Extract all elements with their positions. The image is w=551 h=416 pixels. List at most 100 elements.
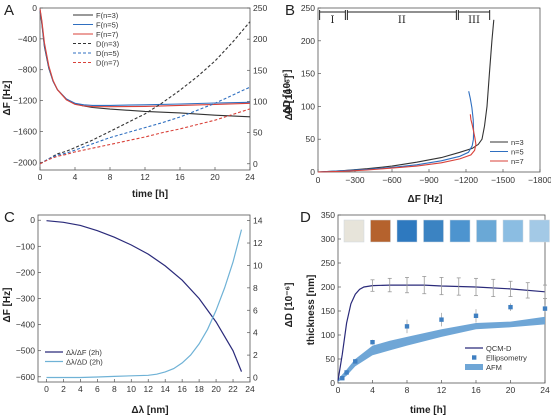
panel-a-series-line	[39, 9, 251, 106]
panel-b-legend-label: n=5	[511, 148, 524, 157]
panel-c-xtick-label: 12	[144, 384, 154, 394]
panel-a-y2tick-label: 250	[253, 3, 267, 13]
panel-a-ytick-label: −800	[18, 65, 37, 75]
panel-b-series-line	[317, 114, 477, 173]
panel-a-ytick-label: −1600	[13, 126, 37, 136]
panel-d-legend-label: AFM	[486, 363, 502, 372]
panel-a-series-line	[39, 10, 251, 118]
panel-c-xtick-label: 16	[177, 384, 187, 394]
panel-a-xtick-label: 12	[140, 172, 150, 182]
panel-d-ytick-label: 100	[321, 330, 335, 340]
panel-a-series-line	[39, 8, 251, 108]
panel-b-xlabel: ΔF [Hz]	[408, 194, 443, 205]
panel-b-xtick-label: −900	[419, 175, 438, 185]
panel-b-ytick-label: 100	[301, 101, 315, 111]
panel-b-legend-label: n=7	[511, 157, 524, 166]
panel-c-ytick-label: −600	[16, 372, 35, 382]
panel-d-thumbnail	[502, 219, 524, 243]
panel-d-xtick-label: 12	[437, 385, 447, 395]
panel-b-xtick-label: −1500	[491, 175, 515, 185]
panel-c-xtick-label: 10	[127, 384, 137, 394]
panel-c-ytick-label: −200	[16, 267, 35, 277]
panel-b: B ΔF [Hz] ΔD [10⁻⁶] 0 −300 −600 −900 −1200 −1…	[282, 2, 551, 205]
panel-c-xtick-label: 14	[160, 384, 170, 394]
panel-a-xtick-label: 4	[73, 172, 78, 182]
panel-c-y2tick-label: 4	[253, 328, 258, 338]
panel-d-xtick-label: 24	[540, 385, 550, 395]
panel-letter-a: A	[4, 2, 14, 19]
panel-b-xtick-label: −300	[345, 175, 364, 185]
panel-d-thumbnail	[476, 219, 497, 243]
panel-d-ellipsometry-point	[439, 317, 444, 322]
panel-c-xtick-label: 0	[44, 384, 49, 394]
panel-a-legend-label: D(n=3)	[96, 40, 120, 49]
panel-d-xtick-label: 20	[506, 385, 516, 395]
panel-c-legend-label: Δλ/ΔD (2h)	[66, 358, 103, 367]
panel-c-xtick-label: 20	[211, 384, 221, 394]
panel-d-ytick-label: 0	[330, 378, 335, 388]
panel-a-xtick-label: 24	[245, 172, 255, 182]
panel-d-thumbnail	[370, 219, 391, 243]
panel-b-frame	[317, 7, 541, 173]
panel-d-thumbnail	[529, 219, 550, 243]
panel-c-y2tick-label: 10	[253, 260, 263, 270]
panel-d-xtick-label: 8	[405, 385, 410, 395]
panel-d-afm-band	[338, 316, 545, 382]
panel-c-y2tick-label: 12	[253, 238, 263, 248]
panel-letter-b: B	[285, 2, 295, 19]
panel-a-legend-label: D(n=5)	[96, 49, 120, 58]
panel-a-legend-label: D(n=7)	[96, 59, 120, 68]
panel-d-xtick-label: 0	[336, 385, 341, 395]
panel-a-frame	[39, 7, 251, 171]
panel-c-xtick-label: 22	[228, 384, 238, 394]
panel-c-xlabel: Δλ [nm]	[131, 405, 168, 416]
panel-c: C Δλ [nm] ΔF [Hz] ΔD [10⁻⁶] 0 2 4 6 8 10 12 14 1…	[2, 209, 295, 416]
panel-d-thumbnail	[343, 219, 365, 243]
panel-a-y2tick-label: 150	[253, 65, 267, 75]
panel-c-xtick-label: 24	[245, 384, 255, 394]
panel-d-thumbnail	[396, 219, 418, 243]
panel-c-y2tick-label: 8	[253, 283, 258, 293]
panel-c-xtick-label: 2	[61, 384, 66, 394]
panel-a-legend-label: F(n=7)	[96, 30, 119, 39]
panel-a-y2tick-label: 100	[253, 96, 267, 106]
panel-a-legend-label: F(n=5)	[96, 21, 119, 30]
panel-c-xtick-label: 8	[112, 384, 117, 394]
panel-b-xtick-label: −600	[382, 175, 401, 185]
panel-a-xtick-label: 0	[38, 172, 43, 182]
panel-c-y2tick-label: 2	[253, 350, 258, 360]
panel-b-ytick-label: 150	[301, 69, 315, 79]
panel-a-legend-label: F(n=3)	[96, 11, 119, 20]
panel-d-legend-label: Ellipsometry	[486, 354, 527, 363]
panel-b-series-line	[317, 91, 475, 173]
panel-d-legend-swatch	[465, 364, 483, 370]
panel-a-series-line	[39, 108, 251, 165]
panel-c-ylabel: ΔF [Hz]	[2, 288, 13, 323]
panel-letter-c: C	[4, 209, 15, 226]
panel-a-y2label: ΔD [10⁻⁶]	[284, 76, 295, 121]
panel-d-ellipsometry-point	[404, 324, 410, 329]
panel-a-y2tick-label: 200	[253, 34, 267, 44]
panel-a-xtick-label: 20	[210, 172, 220, 182]
panel-b-ytick-label: 200	[301, 36, 315, 46]
panel-d-ytick-label: 150	[321, 306, 335, 316]
panel-a: A time [h] ΔF [Hz] ΔD [10⁻⁶] 0 4 8 12 16 20 24…	[2, 2, 295, 200]
panel-d-thumbnail	[423, 219, 444, 243]
panel-a-series-line	[39, 21, 251, 165]
panel-c-y2tick-label: 0	[253, 373, 258, 383]
panel-d-ylabel: thickness [nm]	[306, 275, 317, 346]
panel-c-ytick-label: −500	[16, 346, 35, 356]
panel-c-y2tick-label: 6	[253, 305, 258, 315]
panel-a-series-line	[39, 86, 251, 165]
panel-c-y2label: ΔD [10⁻⁶]	[284, 283, 295, 328]
panel-d-thumbnail	[449, 219, 471, 243]
panel-d-ellipsometry-point	[508, 304, 513, 310]
panel-b-series-line	[317, 19, 495, 173]
panel-d-ytick-label: 50	[326, 354, 336, 364]
panel-d-legend-label: QCM-D	[486, 344, 512, 353]
panel-d-ytick-label: 350	[321, 210, 335, 220]
panel-a-ytick-label: −400	[18, 34, 37, 44]
panel-d-xtick-label: 16	[471, 385, 481, 395]
panel-c-ytick-label: 0	[30, 215, 35, 225]
